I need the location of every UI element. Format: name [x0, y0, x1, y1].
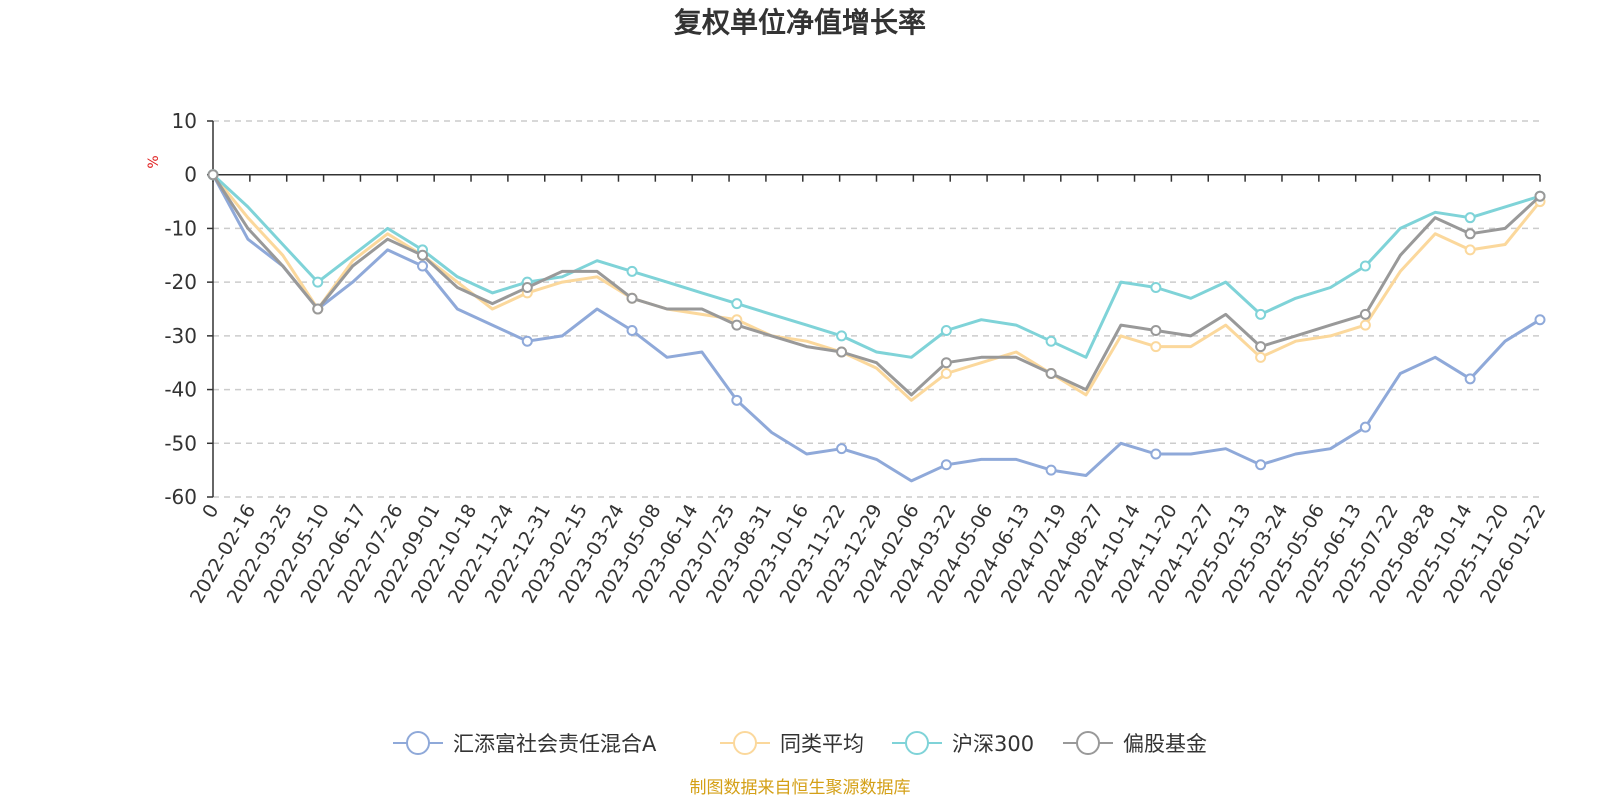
series-3 [207, 169, 1546, 359]
series-point [312, 276, 324, 288]
series-point [731, 298, 743, 310]
series-point [731, 319, 743, 331]
series-point [1464, 212, 1476, 224]
series-point [1255, 459, 1267, 471]
legend[interactable]: 汇添富社会责任混合A 同类平均 沪深300 偏股基金 [393, 731, 1207, 756]
series-point [836, 346, 848, 358]
series-point [1464, 373, 1476, 385]
legend-marker [1076, 731, 1100, 755]
y-tick-label: -50 [164, 431, 197, 455]
legend-item-3[interactable]: 沪深300 [892, 731, 1034, 756]
series-point [1255, 308, 1267, 320]
series-point [940, 324, 952, 336]
legend-marker [905, 731, 929, 755]
series-point [1150, 282, 1162, 294]
series-point [417, 249, 429, 261]
series-point [836, 443, 848, 455]
series-line [211, 173, 1542, 402]
series-point [1359, 421, 1371, 433]
y-tick-label: -10 [164, 216, 197, 240]
series-point [1045, 367, 1057, 379]
y-tick-label: 10 [172, 109, 197, 133]
legend-marker [733, 731, 757, 755]
x-tick-label: 0 [198, 501, 223, 522]
series-point [521, 335, 533, 347]
series-point [1045, 464, 1057, 476]
series-point [1255, 351, 1267, 363]
series-point [1359, 308, 1371, 320]
axes: 100-10-20-30-40-50-60%02022-02-162022-03… [146, 109, 1550, 607]
series-point [1359, 319, 1371, 331]
legend-label: 沪深300 [952, 732, 1034, 756]
series-point [207, 169, 219, 181]
series-4 [207, 169, 1546, 397]
series-point [1534, 190, 1546, 202]
series-point [626, 324, 638, 336]
y-tick-label: -60 [164, 485, 197, 509]
legend-marker [406, 731, 430, 755]
series-point [626, 265, 638, 277]
series-point [1255, 341, 1267, 353]
legend-item-4[interactable]: 偏股基金 [1063, 731, 1207, 756]
series-point [626, 292, 638, 304]
series-2 [207, 169, 1546, 402]
y-axis-unit: % [146, 155, 162, 168]
series-line [211, 173, 1542, 397]
series-point [312, 303, 324, 315]
legend-label: 汇添富社会责任混合A [453, 732, 657, 756]
series-line [211, 173, 1541, 483]
series-point [731, 394, 743, 406]
legend-item-1[interactable]: 汇添富社会责任混合A [393, 731, 657, 756]
legend-item-2[interactable]: 同类平均 [720, 731, 864, 756]
series-point [1150, 341, 1162, 353]
series [207, 169, 1546, 483]
series-point [1359, 260, 1371, 272]
series-point [521, 282, 533, 294]
source-note: 制图数据来自恒生聚源数据库 [690, 778, 911, 798]
chart-title: 复权单位净值增长率 [674, 6, 926, 39]
series-line [211, 173, 1541, 359]
series-1 [207, 169, 1546, 483]
y-tick-label: -20 [164, 270, 197, 294]
series-point [417, 260, 429, 272]
series-point [940, 459, 952, 471]
legend-label: 偏股基金 [1123, 732, 1207, 756]
series-point [1150, 448, 1162, 460]
y-tick-label: -30 [164, 324, 197, 348]
series-point [940, 367, 952, 379]
series-point [1045, 335, 1057, 347]
series-point [1464, 244, 1476, 256]
y-tick-label: -40 [164, 378, 197, 402]
series-point [940, 357, 952, 369]
series-point [1464, 228, 1476, 240]
legend-label: 同类平均 [780, 732, 864, 756]
y-tick-label: 0 [184, 163, 197, 187]
series-point [1150, 324, 1162, 336]
series-point [1534, 314, 1546, 326]
series-point [836, 330, 848, 342]
